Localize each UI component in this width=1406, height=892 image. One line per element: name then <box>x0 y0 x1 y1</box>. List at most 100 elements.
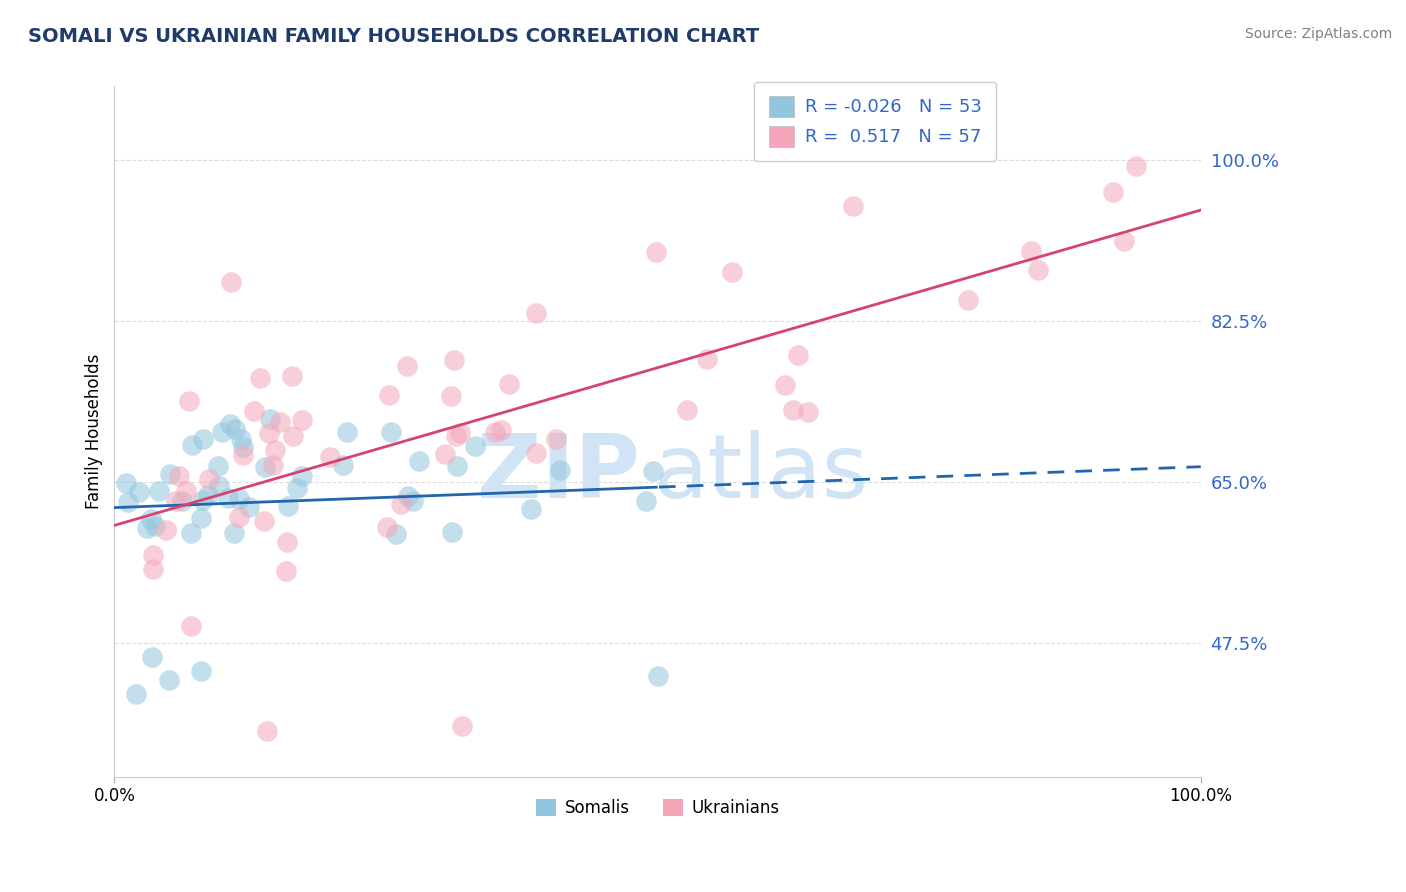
Point <box>211 425 233 439</box>
Point <box>145 519 167 533</box>
Point <box>336 425 359 440</box>
Point <box>135 521 157 535</box>
Point <box>319 450 342 465</box>
Point <box>283 429 305 443</box>
Point <box>253 515 276 529</box>
Point <box>375 520 398 534</box>
Point <box>170 494 193 508</box>
Point <box>842 199 865 213</box>
Point <box>222 525 245 540</box>
Point <box>647 668 669 682</box>
Point <box>449 426 471 441</box>
Point <box>243 404 266 418</box>
Point <box>773 378 796 392</box>
Point <box>148 483 170 498</box>
Point <box>253 459 276 474</box>
Point <box>1112 234 1135 248</box>
Point <box>1101 185 1123 199</box>
Point <box>218 417 240 432</box>
Point <box>957 293 980 307</box>
Point <box>464 439 486 453</box>
Legend: Somalis, Ukrainians: Somalis, Ukrainians <box>530 792 786 824</box>
Point <box>291 469 314 483</box>
Point <box>229 432 252 446</box>
Point <box>165 494 187 508</box>
Point <box>1125 159 1147 173</box>
Point <box>380 425 402 440</box>
Point <box>190 664 212 678</box>
Point <box>208 479 231 493</box>
Point <box>721 265 744 279</box>
Point <box>155 524 177 538</box>
Point <box>180 525 202 540</box>
Point <box>444 429 467 443</box>
Point <box>167 469 190 483</box>
Point <box>262 458 284 472</box>
Point <box>238 500 260 515</box>
Point <box>645 245 668 260</box>
Point <box>181 438 204 452</box>
Point <box>207 458 229 473</box>
Point <box>281 368 304 383</box>
Point <box>259 412 281 426</box>
Point <box>274 564 297 578</box>
Text: ZIP: ZIP <box>478 430 640 516</box>
Point <box>782 403 804 417</box>
Point <box>197 472 219 486</box>
Point <box>256 723 278 738</box>
Point <box>634 494 657 508</box>
Point <box>269 415 291 429</box>
Text: atlas: atlas <box>654 430 869 516</box>
Y-axis label: Family Households: Family Households <box>86 354 103 509</box>
Point <box>228 510 250 524</box>
Point <box>180 619 202 633</box>
Point <box>446 458 468 473</box>
Point <box>263 442 285 457</box>
Point <box>546 432 568 446</box>
Point <box>408 454 430 468</box>
Point <box>451 719 474 733</box>
Point <box>498 376 520 391</box>
Point <box>520 501 543 516</box>
Point <box>232 448 254 462</box>
Point <box>285 481 308 495</box>
Point <box>385 527 408 541</box>
Point <box>139 512 162 526</box>
Text: SOMALI VS UKRAINIAN FAMILY HOUSEHOLDS CORRELATION CHART: SOMALI VS UKRAINIAN FAMILY HOUSEHOLDS CO… <box>28 27 759 45</box>
Point <box>125 687 148 701</box>
Point <box>115 475 138 490</box>
Point <box>489 423 512 437</box>
Point <box>524 306 547 320</box>
Point <box>157 673 180 688</box>
Point <box>440 389 463 403</box>
Point <box>641 464 664 478</box>
Point <box>443 353 465 368</box>
Point <box>434 447 457 461</box>
Point <box>159 467 181 481</box>
Point <box>796 405 818 419</box>
Point <box>142 561 165 575</box>
Point <box>332 458 354 472</box>
Point <box>396 489 419 503</box>
Point <box>174 484 197 499</box>
Point <box>402 494 425 508</box>
Point <box>193 492 215 507</box>
Point <box>524 446 547 460</box>
Point <box>177 394 200 409</box>
Point <box>696 351 718 366</box>
Point <box>217 491 239 505</box>
Point <box>441 525 464 540</box>
Point <box>117 495 139 509</box>
Point <box>378 388 401 402</box>
Point <box>276 534 298 549</box>
Point <box>224 422 246 436</box>
Point <box>676 402 699 417</box>
Point <box>249 370 271 384</box>
Point <box>228 491 250 506</box>
Point <box>277 499 299 513</box>
Point <box>548 463 571 477</box>
Point <box>395 359 418 373</box>
Point <box>197 488 219 502</box>
Point <box>484 425 506 440</box>
Point <box>291 413 314 427</box>
